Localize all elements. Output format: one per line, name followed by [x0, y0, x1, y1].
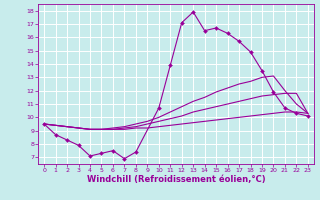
X-axis label: Windchill (Refroidissement éolien,°C): Windchill (Refroidissement éolien,°C) [87, 175, 265, 184]
